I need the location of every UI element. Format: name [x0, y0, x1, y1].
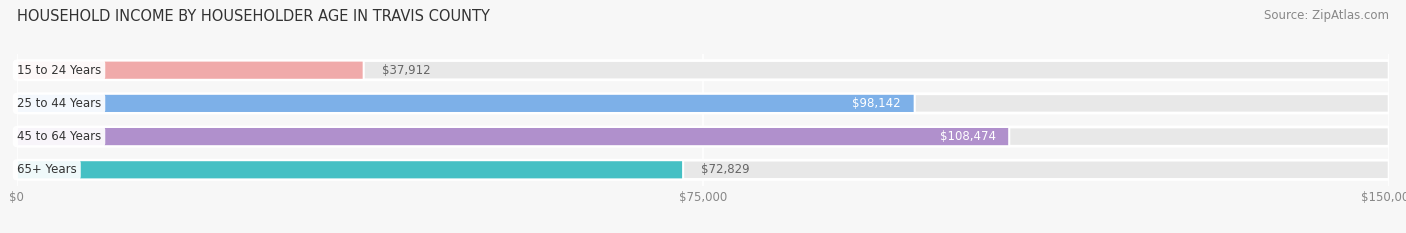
Text: $98,142: $98,142 [852, 97, 901, 110]
Text: 25 to 44 Years: 25 to 44 Years [17, 97, 101, 110]
FancyBboxPatch shape [17, 94, 1389, 113]
Text: $37,912: $37,912 [382, 64, 430, 77]
FancyBboxPatch shape [17, 160, 1389, 179]
FancyBboxPatch shape [17, 160, 683, 179]
FancyBboxPatch shape [17, 127, 1010, 146]
FancyBboxPatch shape [17, 61, 1389, 80]
Text: HOUSEHOLD INCOME BY HOUSEHOLDER AGE IN TRAVIS COUNTY: HOUSEHOLD INCOME BY HOUSEHOLDER AGE IN T… [17, 9, 489, 24]
Text: 65+ Years: 65+ Years [17, 163, 76, 176]
Text: $108,474: $108,474 [939, 130, 995, 143]
FancyBboxPatch shape [17, 127, 1389, 146]
Text: 15 to 24 Years: 15 to 24 Years [17, 64, 101, 77]
Text: $72,829: $72,829 [702, 163, 749, 176]
Text: Source: ZipAtlas.com: Source: ZipAtlas.com [1264, 9, 1389, 22]
FancyBboxPatch shape [17, 94, 915, 113]
Text: 45 to 64 Years: 45 to 64 Years [17, 130, 101, 143]
FancyBboxPatch shape [17, 61, 364, 80]
